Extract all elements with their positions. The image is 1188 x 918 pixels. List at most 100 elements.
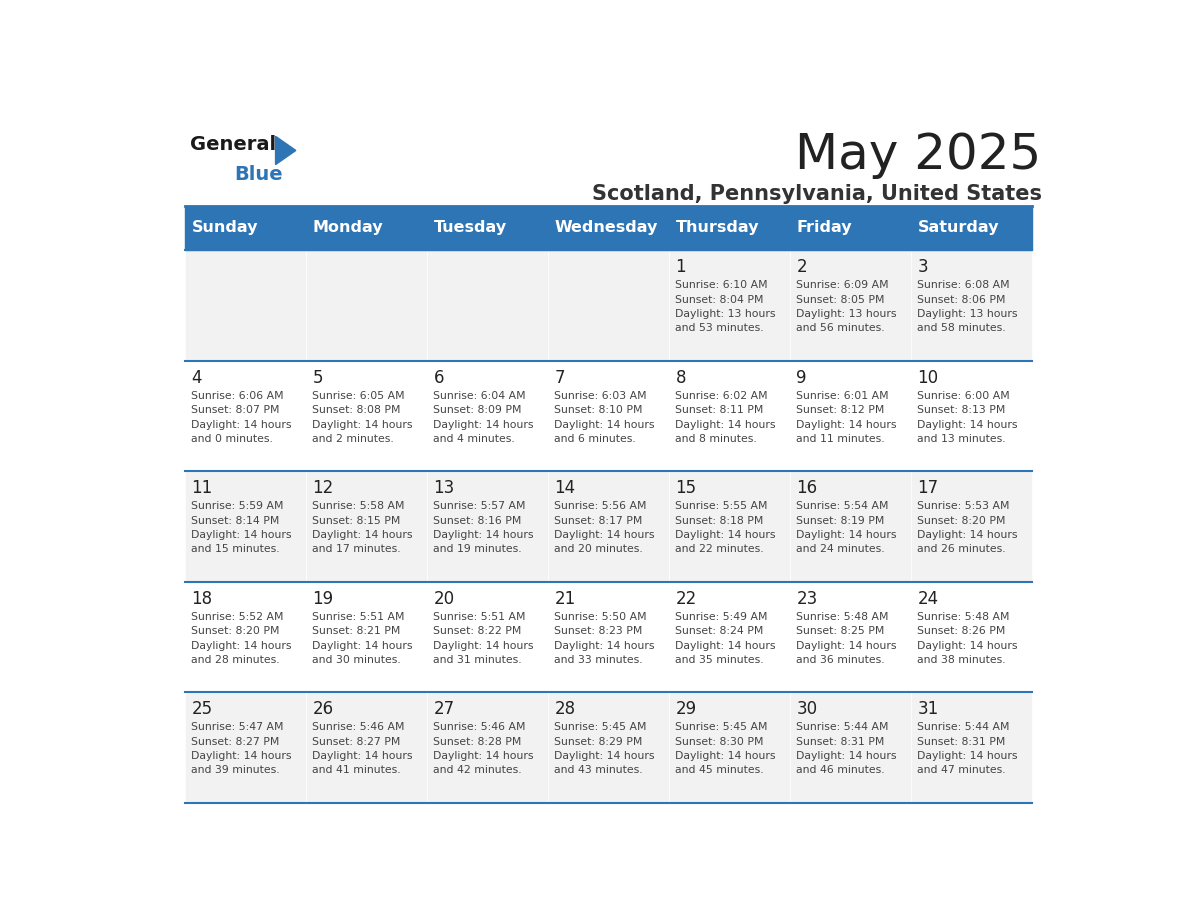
Bar bbox=[307, 692, 428, 803]
Text: General: General bbox=[190, 135, 276, 154]
Text: 7: 7 bbox=[555, 369, 565, 386]
Text: Sunrise: 6:01 AM
Sunset: 8:12 PM
Daylight: 14 hours
and 11 minutes.: Sunrise: 6:01 AM Sunset: 8:12 PM Dayligh… bbox=[796, 391, 897, 444]
Text: Sunrise: 5:45 AM
Sunset: 8:29 PM
Daylight: 14 hours
and 43 minutes.: Sunrise: 5:45 AM Sunset: 8:29 PM Dayligh… bbox=[555, 722, 655, 776]
Text: Sunrise: 5:46 AM
Sunset: 8:28 PM
Daylight: 14 hours
and 42 minutes.: Sunrise: 5:46 AM Sunset: 8:28 PM Dayligh… bbox=[434, 722, 533, 776]
Text: Sunrise: 5:51 AM
Sunset: 8:21 PM
Daylight: 14 hours
and 30 minutes.: Sunrise: 5:51 AM Sunset: 8:21 PM Dayligh… bbox=[312, 611, 413, 665]
Text: Sunrise: 5:53 AM
Sunset: 8:20 PM
Daylight: 14 hours
and 26 minutes.: Sunrise: 5:53 AM Sunset: 8:20 PM Dayligh… bbox=[917, 501, 1018, 554]
Bar bbox=[669, 361, 790, 471]
Bar bbox=[911, 692, 1032, 803]
Bar bbox=[911, 251, 1032, 361]
Bar bbox=[911, 361, 1032, 471]
Bar bbox=[549, 692, 669, 803]
Text: Monday: Monday bbox=[312, 220, 383, 236]
Text: Sunrise: 6:09 AM
Sunset: 8:05 PM
Daylight: 13 hours
and 56 minutes.: Sunrise: 6:09 AM Sunset: 8:05 PM Dayligh… bbox=[796, 280, 897, 333]
Text: 13: 13 bbox=[434, 479, 455, 498]
Text: 19: 19 bbox=[312, 589, 334, 608]
Text: Sunrise: 6:03 AM
Sunset: 8:10 PM
Daylight: 14 hours
and 6 minutes.: Sunrise: 6:03 AM Sunset: 8:10 PM Dayligh… bbox=[555, 391, 655, 444]
Bar bbox=[185, 361, 307, 471]
Bar bbox=[428, 251, 549, 361]
Text: 5: 5 bbox=[312, 369, 323, 386]
Text: 29: 29 bbox=[676, 700, 696, 718]
Bar bbox=[428, 471, 549, 582]
Text: 2: 2 bbox=[796, 258, 807, 276]
Bar bbox=[790, 692, 911, 803]
Text: Sunrise: 6:08 AM
Sunset: 8:06 PM
Daylight: 13 hours
and 58 minutes.: Sunrise: 6:08 AM Sunset: 8:06 PM Dayligh… bbox=[917, 280, 1018, 333]
Bar bbox=[549, 582, 669, 692]
Text: Sunday: Sunday bbox=[191, 220, 258, 236]
Text: Blue: Blue bbox=[234, 164, 283, 184]
Text: Sunrise: 5:46 AM
Sunset: 8:27 PM
Daylight: 14 hours
and 41 minutes.: Sunrise: 5:46 AM Sunset: 8:27 PM Dayligh… bbox=[312, 722, 413, 776]
Bar bbox=[549, 251, 669, 361]
Text: Sunrise: 5:44 AM
Sunset: 8:31 PM
Daylight: 14 hours
and 47 minutes.: Sunrise: 5:44 AM Sunset: 8:31 PM Dayligh… bbox=[917, 722, 1018, 776]
Text: 18: 18 bbox=[191, 589, 213, 608]
Text: Friday: Friday bbox=[796, 220, 852, 236]
Bar bbox=[669, 582, 790, 692]
Bar bbox=[669, 692, 790, 803]
Text: 15: 15 bbox=[676, 479, 696, 498]
Text: 12: 12 bbox=[312, 479, 334, 498]
Text: Thursday: Thursday bbox=[676, 220, 759, 236]
Text: Saturday: Saturday bbox=[917, 220, 999, 236]
Text: Sunrise: 5:52 AM
Sunset: 8:20 PM
Daylight: 14 hours
and 28 minutes.: Sunrise: 5:52 AM Sunset: 8:20 PM Dayligh… bbox=[191, 611, 292, 665]
Text: 30: 30 bbox=[796, 700, 817, 718]
Bar bbox=[669, 471, 790, 582]
Bar bbox=[185, 582, 307, 692]
Text: Sunrise: 6:04 AM
Sunset: 8:09 PM
Daylight: 14 hours
and 4 minutes.: Sunrise: 6:04 AM Sunset: 8:09 PM Dayligh… bbox=[434, 391, 533, 444]
Text: 31: 31 bbox=[917, 700, 939, 718]
Text: Sunrise: 5:50 AM
Sunset: 8:23 PM
Daylight: 14 hours
and 33 minutes.: Sunrise: 5:50 AM Sunset: 8:23 PM Dayligh… bbox=[555, 611, 655, 665]
Text: 10: 10 bbox=[917, 369, 939, 386]
Text: 17: 17 bbox=[917, 479, 939, 498]
Bar bbox=[185, 692, 307, 803]
Bar bbox=[669, 206, 790, 251]
Text: 16: 16 bbox=[796, 479, 817, 498]
Bar bbox=[790, 582, 911, 692]
Bar bbox=[185, 206, 307, 251]
Bar bbox=[911, 471, 1032, 582]
Bar bbox=[428, 206, 549, 251]
Text: Sunrise: 5:57 AM
Sunset: 8:16 PM
Daylight: 14 hours
and 19 minutes.: Sunrise: 5:57 AM Sunset: 8:16 PM Dayligh… bbox=[434, 501, 533, 554]
Text: 27: 27 bbox=[434, 700, 455, 718]
Bar bbox=[911, 582, 1032, 692]
Text: 23: 23 bbox=[796, 589, 817, 608]
Text: 22: 22 bbox=[676, 589, 696, 608]
Bar bbox=[790, 206, 911, 251]
Text: Sunrise: 5:44 AM
Sunset: 8:31 PM
Daylight: 14 hours
and 46 minutes.: Sunrise: 5:44 AM Sunset: 8:31 PM Dayligh… bbox=[796, 722, 897, 776]
Text: Tuesday: Tuesday bbox=[434, 220, 506, 236]
Polygon shape bbox=[276, 136, 296, 164]
Text: 21: 21 bbox=[555, 589, 576, 608]
Text: 8: 8 bbox=[676, 369, 685, 386]
Bar bbox=[428, 361, 549, 471]
Text: Sunrise: 5:47 AM
Sunset: 8:27 PM
Daylight: 14 hours
and 39 minutes.: Sunrise: 5:47 AM Sunset: 8:27 PM Dayligh… bbox=[191, 722, 292, 776]
Bar bbox=[790, 471, 911, 582]
Text: Sunrise: 6:02 AM
Sunset: 8:11 PM
Daylight: 14 hours
and 8 minutes.: Sunrise: 6:02 AM Sunset: 8:11 PM Dayligh… bbox=[676, 391, 776, 444]
Text: Sunrise: 5:59 AM
Sunset: 8:14 PM
Daylight: 14 hours
and 15 minutes.: Sunrise: 5:59 AM Sunset: 8:14 PM Dayligh… bbox=[191, 501, 292, 554]
Text: 20: 20 bbox=[434, 589, 455, 608]
Bar bbox=[549, 206, 669, 251]
Text: Scotland, Pennsylvania, United States: Scotland, Pennsylvania, United States bbox=[592, 185, 1042, 205]
Text: 11: 11 bbox=[191, 479, 213, 498]
Text: 3: 3 bbox=[917, 258, 928, 276]
Text: Sunrise: 5:55 AM
Sunset: 8:18 PM
Daylight: 14 hours
and 22 minutes.: Sunrise: 5:55 AM Sunset: 8:18 PM Dayligh… bbox=[676, 501, 776, 554]
Bar bbox=[428, 692, 549, 803]
Bar bbox=[669, 251, 790, 361]
Bar bbox=[549, 471, 669, 582]
Bar bbox=[549, 361, 669, 471]
Text: 25: 25 bbox=[191, 700, 213, 718]
Bar bbox=[790, 251, 911, 361]
Bar bbox=[307, 206, 428, 251]
Text: Sunrise: 5:48 AM
Sunset: 8:25 PM
Daylight: 14 hours
and 36 minutes.: Sunrise: 5:48 AM Sunset: 8:25 PM Dayligh… bbox=[796, 611, 897, 665]
Bar bbox=[790, 361, 911, 471]
Text: 14: 14 bbox=[555, 479, 575, 498]
Bar bbox=[307, 361, 428, 471]
Bar bbox=[911, 206, 1032, 251]
Text: 4: 4 bbox=[191, 369, 202, 386]
Text: 6: 6 bbox=[434, 369, 444, 386]
Text: 9: 9 bbox=[796, 369, 807, 386]
Bar bbox=[428, 582, 549, 692]
Bar bbox=[185, 251, 307, 361]
Text: Sunrise: 6:06 AM
Sunset: 8:07 PM
Daylight: 14 hours
and 0 minutes.: Sunrise: 6:06 AM Sunset: 8:07 PM Dayligh… bbox=[191, 391, 292, 444]
Text: 24: 24 bbox=[917, 589, 939, 608]
Text: Sunrise: 5:48 AM
Sunset: 8:26 PM
Daylight: 14 hours
and 38 minutes.: Sunrise: 5:48 AM Sunset: 8:26 PM Dayligh… bbox=[917, 611, 1018, 665]
Text: 1: 1 bbox=[676, 258, 685, 276]
Text: Sunrise: 5:54 AM
Sunset: 8:19 PM
Daylight: 14 hours
and 24 minutes.: Sunrise: 5:54 AM Sunset: 8:19 PM Dayligh… bbox=[796, 501, 897, 554]
